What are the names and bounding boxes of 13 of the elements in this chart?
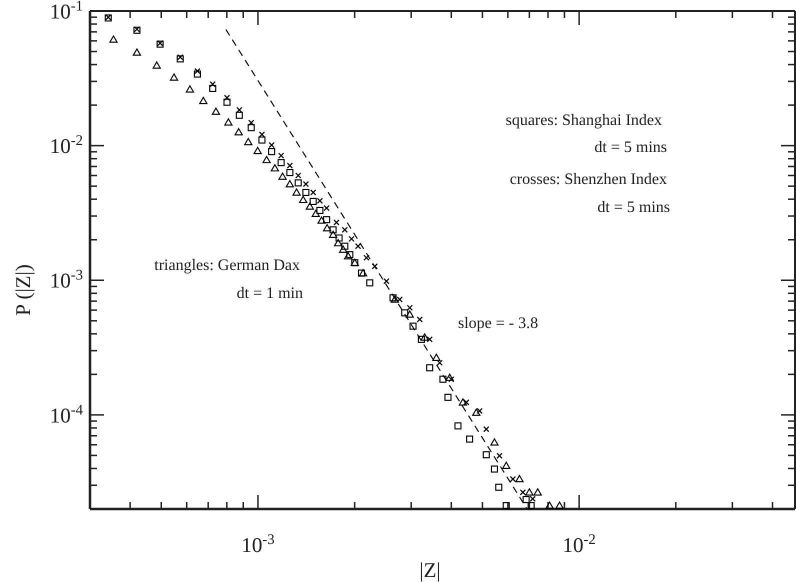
- x-axis-title: |Z|: [419, 558, 441, 582]
- y-tick-label: 10$^{-2}$: [50, 132, 83, 158]
- annotation: dt = 5 mins: [597, 199, 670, 216]
- annotation: slope = - 3.8: [458, 315, 538, 332]
- y-tick-label: 10$^{-3}$: [50, 268, 83, 293]
- y-tick-label: 10$^{-4}$: [50, 402, 84, 428]
- annotation: triangles: German Dax: [154, 257, 300, 274]
- annotation: dt = 1 min: [236, 285, 303, 302]
- annotation: squares: Shanghai Index: [506, 112, 662, 129]
- annotation: dt = 5 mins: [594, 139, 667, 156]
- annotation: crosses: Shenzhen Index: [510, 171, 667, 188]
- y-tick-label: 10$^{-1}$: [50, 0, 83, 24]
- y-axis-title: P (|Z|): [11, 264, 35, 316]
